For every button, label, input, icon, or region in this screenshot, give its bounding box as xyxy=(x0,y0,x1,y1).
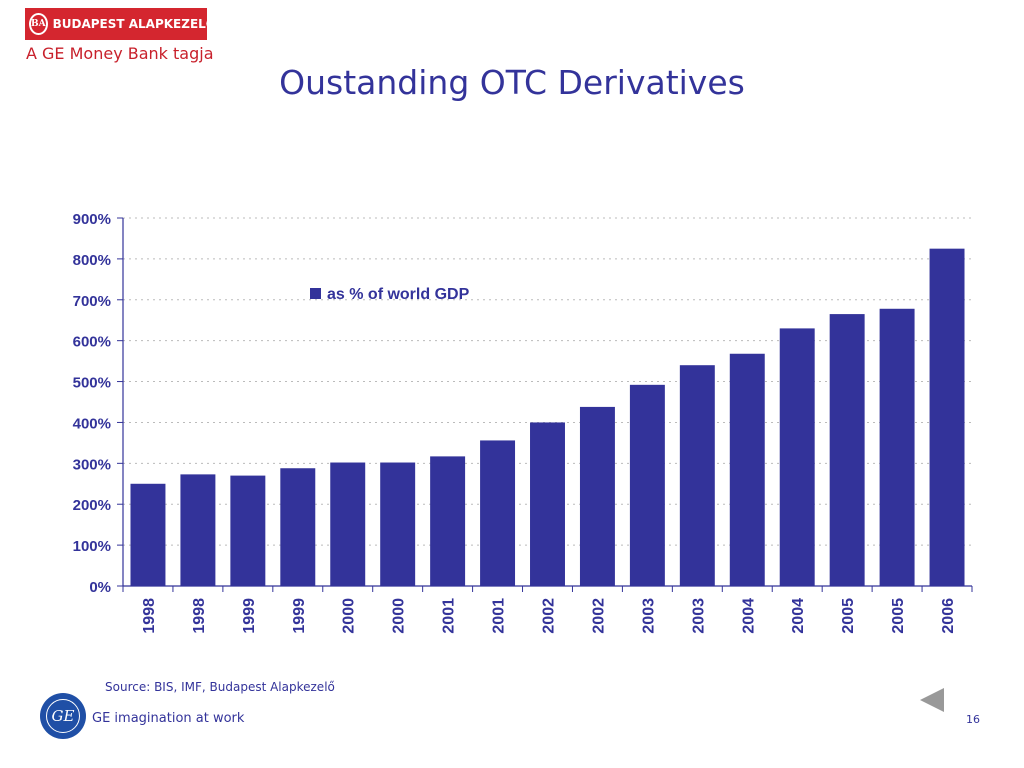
bar xyxy=(829,314,865,586)
x-tick-label: 2002 xyxy=(590,598,607,634)
x-tick-label: 1999 xyxy=(241,598,258,634)
bar xyxy=(530,422,565,586)
x-tick-label: 1998 xyxy=(191,598,208,634)
y-tick-label: 0% xyxy=(89,579,111,596)
x-tick-label: 2001 xyxy=(491,598,508,634)
bar xyxy=(729,353,765,586)
brand-name: BUDAPEST ALAPKEZELŐ xyxy=(52,17,216,31)
ge-tagline: GE imagination at work xyxy=(92,711,245,726)
x-tick-label: 2002 xyxy=(541,598,558,634)
brand-banner: BA BUDAPEST ALAPKEZELŐ xyxy=(25,8,216,40)
x-tick-label: 2004 xyxy=(740,598,757,634)
triangle-left-icon[interactable] xyxy=(920,688,944,712)
slide-title: Oustanding OTC Derivatives xyxy=(279,63,745,102)
bar xyxy=(679,365,715,586)
brand-logo-icon: BA xyxy=(29,13,48,35)
x-tick-label: 2005 xyxy=(840,598,857,634)
legend-swatch xyxy=(310,288,321,299)
y-tick-label: 900% xyxy=(73,211,111,228)
y-tick-label: 400% xyxy=(73,415,111,432)
brand-tagline: A GE Money Bank tagja xyxy=(26,44,214,63)
y-tick-label: 500% xyxy=(73,375,111,392)
bar xyxy=(779,328,815,586)
y-tick-label: 100% xyxy=(73,538,111,555)
bar xyxy=(230,475,266,586)
x-tick-label: 2003 xyxy=(690,598,707,634)
bar xyxy=(380,462,416,586)
y-tick-label: 700% xyxy=(73,293,111,310)
source-note: Source: BIS, IMF, Budapest Alapkezelő xyxy=(105,680,335,694)
bar xyxy=(130,483,166,586)
bar xyxy=(280,468,316,586)
bar xyxy=(629,384,665,586)
y-tick-label: 300% xyxy=(73,456,111,473)
page-number: 16 xyxy=(966,713,980,726)
bar xyxy=(879,308,915,586)
x-tick-label: 2000 xyxy=(391,598,408,634)
x-tick-label: 2000 xyxy=(341,598,358,634)
x-tick-label: 2004 xyxy=(790,598,807,634)
bar xyxy=(480,440,516,586)
x-tick-label: 1998 xyxy=(141,598,158,634)
x-tick-label: 2001 xyxy=(441,598,458,634)
bar xyxy=(430,456,466,586)
bar-chart: 0% 100% 200% 300% 400% 500% 600% 700% 800% 900% 19… xyxy=(73,211,973,634)
y-tick-label: 200% xyxy=(73,497,111,514)
y-tick-label: 600% xyxy=(73,334,111,351)
bar xyxy=(929,248,965,586)
x-tick-label: 2003 xyxy=(640,598,657,634)
ge-monogram: GE xyxy=(46,699,80,733)
legend-label: as % of world GDP xyxy=(327,286,470,303)
y-tick-label: 800% xyxy=(73,252,111,269)
x-tick-label: 1999 xyxy=(291,598,308,634)
bar xyxy=(579,406,615,586)
x-tick-label: 2005 xyxy=(890,598,907,634)
bar xyxy=(180,474,216,586)
bar xyxy=(330,462,366,586)
x-tick-label: 2006 xyxy=(940,598,957,634)
ge-logo-icon: GE xyxy=(40,693,86,739)
